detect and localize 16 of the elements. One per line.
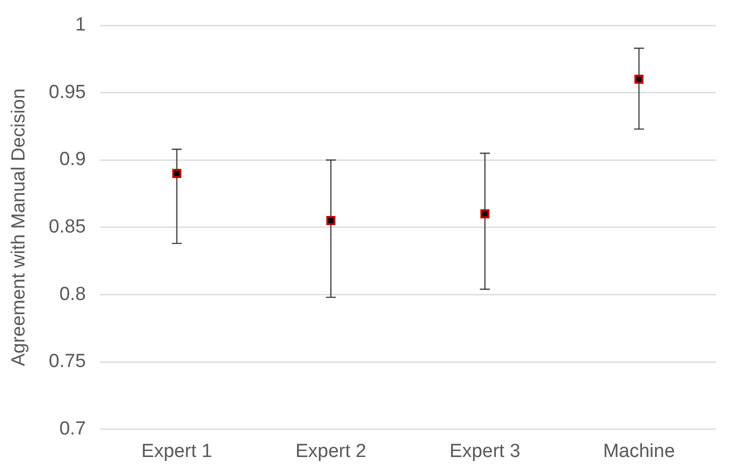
y-tick-label: 0.9 [59, 149, 86, 170]
y-tick-label: 0.8 [59, 284, 86, 305]
y-tick-label: 1 [75, 14, 86, 36]
point [172, 168, 182, 178]
y-tick-label: 0.85 [48, 216, 86, 238]
x-tick-label: Expert 2 [295, 440, 366, 462]
point [326, 216, 336, 226]
y-tick-label: 0.95 [48, 82, 86, 103]
x-tick-label: Expert 3 [450, 440, 520, 462]
y-tick-label: 0.7 [59, 418, 86, 440]
x-tick-label: Machine [603, 440, 675, 462]
x-tick-label: Expert 1 [141, 440, 212, 462]
y-axis-title: Agreement with Manual Decision [8, 88, 30, 366]
y-tick-label: 0.75 [48, 351, 86, 372]
point [480, 209, 490, 218]
point [634, 74, 644, 84]
